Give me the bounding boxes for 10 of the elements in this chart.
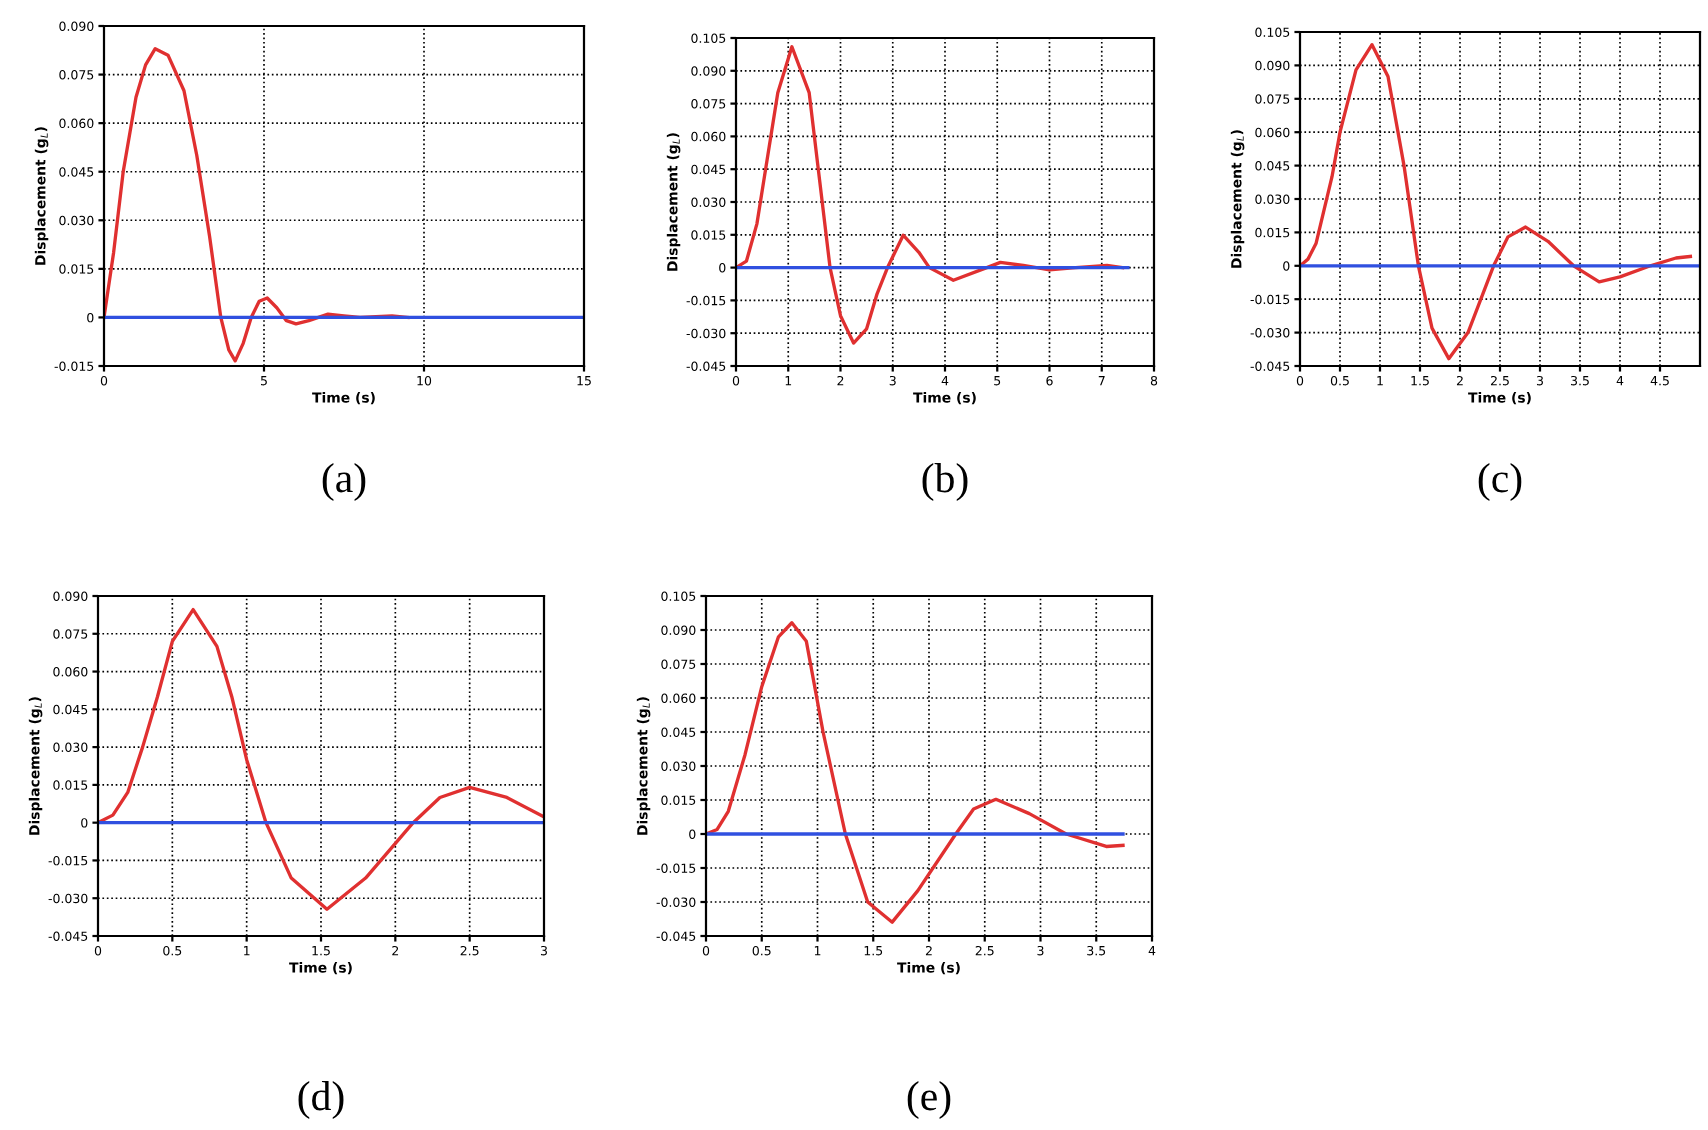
text: (b) [922,463,968,501]
text: (a) [322,463,366,501]
text: (c) [1478,463,1522,501]
line-series [1300,43,1693,361]
line-series [736,45,1125,345]
text: (e) [907,1081,951,1119]
text: (d) [298,1081,344,1119]
line-series [98,607,544,911]
line-series [706,621,1125,924]
line-series [104,47,410,363]
